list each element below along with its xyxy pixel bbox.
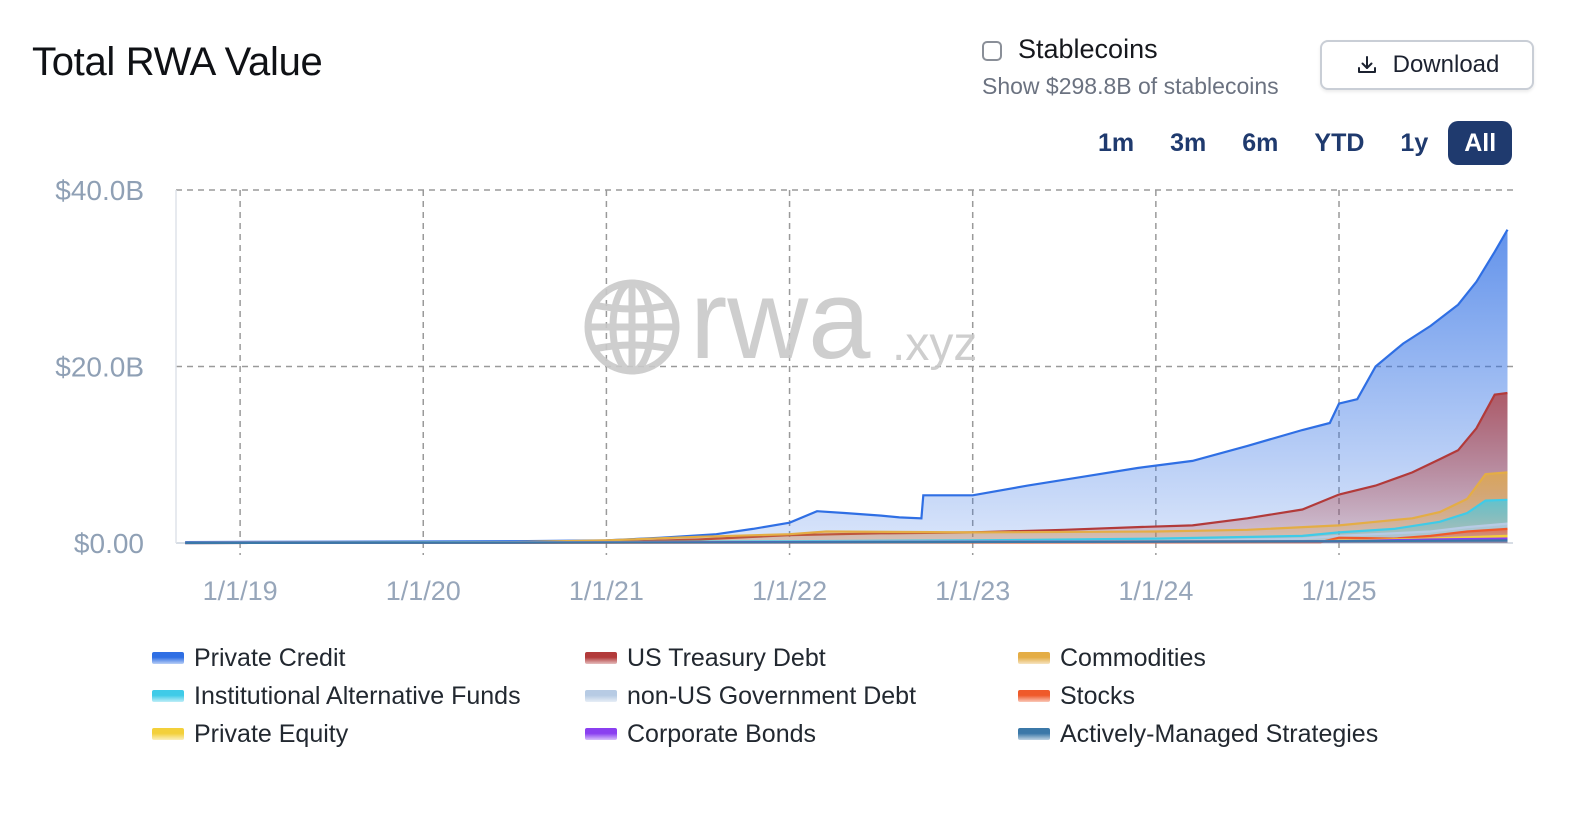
download-label: Download [1392, 51, 1500, 78]
legend-item[interactable]: Actively-Managed Strategies [1018, 720, 1451, 748]
series-line-private-credit [185, 229, 1509, 544]
legend-item[interactable]: Private Equity [152, 720, 585, 748]
legend-item[interactable]: Stocks [1018, 682, 1451, 710]
legend-label: Private Equity [194, 719, 349, 748]
range-selector: 1m 3m 6m YTD 1y All [1082, 121, 1516, 165]
stablecoins-label: Stablecoins [1018, 34, 1158, 64]
x-tick-label: 1/1/25 [1301, 576, 1376, 606]
range-all-button[interactable]: All [1448, 121, 1513, 165]
range-1y-button[interactable]: 1y [1400, 128, 1429, 157]
range-ytd-button[interactable]: YTD [1314, 128, 1365, 157]
series-line-actively-managed-strategies [185, 539, 1508, 545]
y-tick-label: $40.0B [55, 175, 144, 206]
legend-swatch [1018, 690, 1050, 702]
legend-label: non-US Government Debt [627, 681, 917, 710]
legend-label: Corporate Bonds [627, 719, 817, 748]
legend-item[interactable]: Commodities [1018, 644, 1451, 672]
legend-swatch [152, 690, 184, 702]
legend-label: Actively-Managed Strategies [1060, 719, 1379, 748]
legend-swatch [585, 728, 617, 740]
range-1m-button[interactable]: 1m [1098, 128, 1135, 157]
chart-axes: $0.00 $20.0B $40.0B 1/1/19 1/1/20 1/1/21 1/1/2… [55, 175, 1376, 606]
legend-swatch [152, 652, 184, 664]
legend-label: Institutional Alternative Funds [194, 681, 521, 710]
legend-label: Commodities [1060, 643, 1206, 672]
legend-swatch [1018, 652, 1050, 664]
legend-label: Stocks [1060, 681, 1136, 710]
stablecoins-toggle[interactable]: Stablecoins Show $298.8B of stablecoins [982, 34, 1279, 100]
x-tick-label: 1/1/20 [386, 576, 461, 606]
x-tick-label: 1/1/19 [203, 576, 278, 606]
chart-legend: Private Credit US Treasury Debt Commoditie… [152, 644, 1452, 748]
legend-item[interactable]: non-US Government Debt [585, 682, 1018, 710]
y-tick-label: $20.0B [55, 352, 144, 383]
legend-label: Private Credit [194, 643, 346, 672]
x-tick-label: 1/1/21 [569, 576, 644, 606]
legend-swatch [1018, 728, 1050, 740]
legend-swatch [585, 652, 617, 664]
y-tick-label: $0.00 [74, 528, 144, 559]
chart-series [185, 229, 1509, 545]
x-tick-label: 1/1/22 [752, 576, 827, 606]
series-line-commodities [185, 471, 1508, 544]
range-3m-button[interactable]: 3m [1170, 128, 1207, 157]
series-area-private-credit [185, 229, 1508, 543]
download-button[interactable]: Download [1320, 40, 1534, 90]
legend-item[interactable]: Institutional Alternative Funds [152, 682, 585, 710]
legend-swatch [585, 690, 617, 702]
legend-label: US Treasury Debt [627, 643, 826, 672]
x-tick-label: 1/1/23 [935, 576, 1010, 606]
stablecoins-subtext: Show $298.8B of stablecoins [982, 73, 1279, 99]
watermark-text: rwa [690, 257, 871, 382]
legend-item[interactable]: Corporate Bonds [585, 720, 1018, 748]
download-icon [1357, 56, 1376, 73]
range-6m-button[interactable]: 6m [1242, 128, 1279, 157]
x-tick-label: 1/1/24 [1118, 576, 1193, 606]
rwa-area-chart: rwa .xyz $0.00 $20.0B $40.0B 1/1/19 1/1/20 1/… [55, 175, 1513, 606]
page-title: Total RWA Value [32, 40, 323, 84]
stablecoins-checkbox[interactable] [982, 40, 1002, 61]
legend-swatch [152, 728, 184, 740]
legend-item[interactable]: US Treasury Debt [585, 644, 1018, 672]
watermark-suffix: .xyz [892, 318, 977, 371]
watermark: rwa .xyz [584, 257, 977, 382]
globe-icon [584, 279, 680, 375]
legend-item[interactable]: Private Credit [152, 644, 585, 672]
